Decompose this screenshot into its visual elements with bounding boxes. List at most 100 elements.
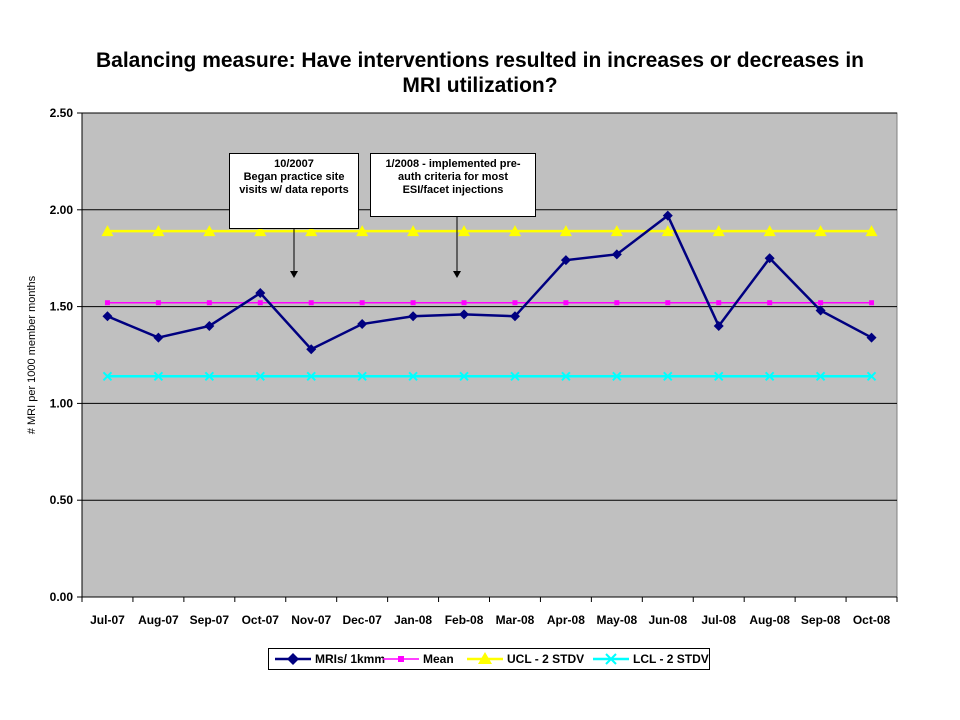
data-point-stroke	[866, 371, 877, 382]
data-point	[866, 371, 877, 382]
x-tick-label: Mar-08	[496, 613, 535, 627]
data-point	[255, 288, 266, 299]
x-tick-label: Feb-08	[445, 613, 484, 627]
data-point-stroke	[764, 371, 775, 382]
data-point	[306, 371, 316, 382]
legend-item-mean: Mean	[381, 649, 465, 669]
legend-label: Mean	[423, 652, 454, 666]
legend-marker-square-icon	[383, 656, 419, 662]
x-tick-label: Aug-08	[749, 613, 790, 627]
data-point-stroke	[153, 371, 164, 382]
annotation-line: ESI/facet injections	[402, 184, 504, 196]
x-tick-label: Sep-07	[190, 613, 230, 627]
chart-title-line-2: MRI utilization?	[402, 74, 558, 97]
data-point-stroke	[561, 371, 571, 382]
y-tick-label: 0.50	[50, 493, 74, 507]
data-point	[306, 344, 317, 355]
x-tick-label: Jan-08	[394, 613, 432, 627]
x-tick-label: Sep-08	[801, 613, 841, 627]
data-point	[155, 300, 161, 306]
data-point	[508, 225, 521, 237]
data-point	[206, 300, 212, 306]
data-point-stroke	[204, 371, 215, 382]
data-point	[104, 300, 110, 306]
data-point	[612, 371, 622, 382]
legend-label: LCL - 2 STDV	[633, 652, 709, 666]
x-tick-label: Nov-07	[291, 613, 331, 627]
legend-label: MRIs/ 1kmm	[315, 652, 386, 666]
data-point-stroke	[663, 371, 673, 382]
data-point	[764, 371, 775, 382]
legend-marker-triangle-icon	[467, 652, 503, 664]
data-point	[203, 225, 216, 237]
data-point-stroke	[510, 371, 520, 382]
annotation-line: 10/2007	[274, 158, 314, 170]
data-point	[359, 300, 365, 306]
data-point	[357, 371, 367, 382]
data-point	[866, 332, 877, 343]
data-point	[712, 225, 725, 237]
data-point	[408, 371, 418, 382]
data-point	[102, 311, 113, 322]
data-point	[408, 311, 419, 322]
y-tick-label: 2.00	[50, 203, 74, 217]
data-point	[410, 300, 416, 306]
legend-marker-x-icon	[593, 653, 629, 665]
data-point	[461, 300, 467, 306]
data-point	[308, 300, 314, 306]
data-point	[713, 320, 724, 331]
legend-marker-diamond-icon	[275, 653, 311, 665]
data-point	[563, 300, 569, 306]
data-point	[153, 371, 164, 382]
annotation-line: auth criteria for most	[397, 171, 509, 183]
data-point	[665, 300, 671, 306]
data-point	[407, 225, 420, 237]
x-tick-label: Apr-08	[547, 613, 585, 627]
data-point	[510, 371, 520, 382]
data-point	[818, 300, 824, 306]
data-point	[152, 225, 165, 237]
data-point	[663, 371, 673, 382]
data-point	[815, 371, 826, 382]
annotation-line: visits w/ data reports	[239, 184, 349, 196]
data-point	[255, 371, 265, 382]
data-point	[254, 225, 267, 237]
data-point	[102, 371, 113, 382]
data-point	[661, 225, 674, 237]
data-point-stroke	[357, 371, 367, 382]
data-point-stroke	[306, 371, 316, 382]
data-point	[611, 249, 622, 260]
data-point-stroke	[255, 371, 265, 382]
data-point	[767, 300, 773, 306]
data-point	[610, 225, 623, 237]
data-point	[560, 255, 571, 266]
data-point	[716, 300, 722, 306]
chart-title-line-1: Balancing measure: Have interventions re…	[96, 49, 864, 72]
legend-item-ucl: UCL - 2 STDV	[465, 649, 591, 669]
x-tick-label: Dec-07	[342, 613, 382, 627]
data-point	[763, 225, 776, 237]
data-point	[814, 225, 827, 237]
data-point	[559, 225, 572, 237]
data-point	[459, 309, 470, 320]
x-tick-label: Oct-08	[853, 613, 891, 627]
annotation-line: Began practice site	[243, 171, 345, 183]
data-point	[305, 225, 318, 237]
data-point	[512, 300, 518, 306]
data-point	[204, 320, 215, 331]
annotation-arrow	[290, 229, 298, 278]
data-point	[865, 225, 878, 237]
series-square	[104, 300, 875, 306]
data-point-stroke	[408, 371, 418, 382]
y-axis-label: # MRI per 1000 member months	[26, 275, 38, 434]
series-diamond	[102, 210, 877, 355]
x-tick-label: Jul-07	[90, 613, 125, 627]
data-point-stroke	[612, 371, 622, 382]
data-point-stroke	[815, 371, 826, 382]
annotation-arrow	[453, 217, 461, 278]
x-tick-label: May-08	[597, 613, 638, 627]
y-tick-label: 2.50	[50, 106, 74, 120]
data-point-stroke	[102, 371, 113, 382]
data-point	[204, 371, 215, 382]
